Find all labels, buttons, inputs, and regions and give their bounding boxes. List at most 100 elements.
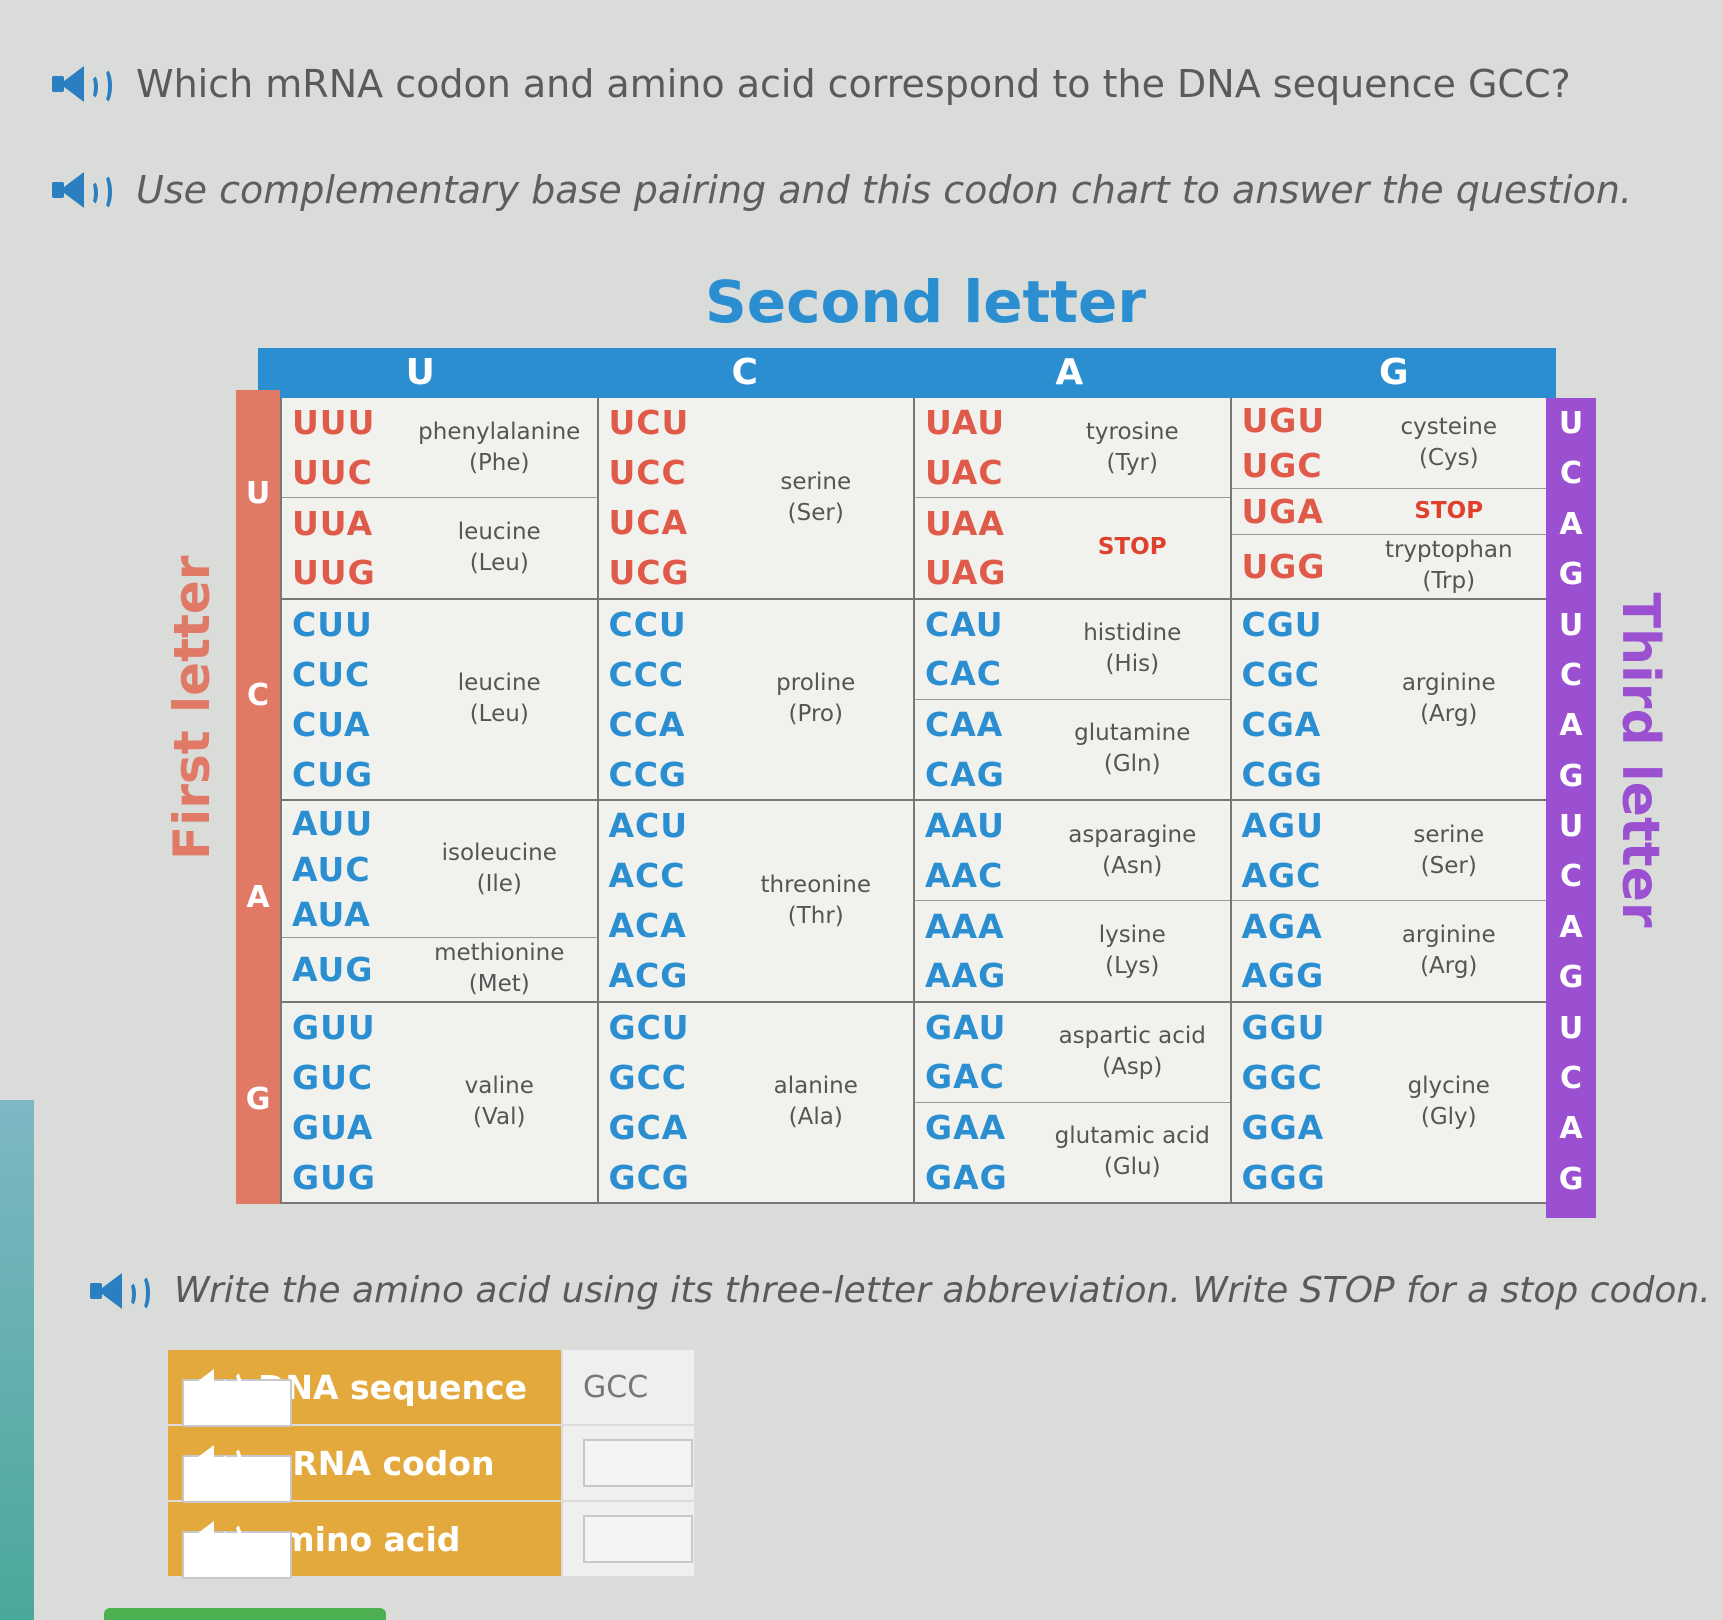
second-letter-A: A bbox=[1055, 352, 1084, 393]
amino-acid-full: arginine bbox=[1401, 670, 1496, 697]
amino-acid-abbr: (Lys) bbox=[1105, 952, 1160, 979]
codon: UGG bbox=[1241, 546, 1326, 586]
codon-group: UGA STOP bbox=[1231, 489, 1546, 536]
amino-acid-abbr: (Leu) bbox=[469, 701, 529, 728]
amino-acid-full: glutamic acid bbox=[1054, 1123, 1210, 1150]
second-letter-U: U bbox=[405, 352, 435, 393]
amino-acid-abbr: (Gln) bbox=[1103, 751, 1161, 778]
amino-acid-abbr: (Glu) bbox=[1103, 1154, 1161, 1181]
codon-group: CAU CAC histidine (His) bbox=[915, 600, 1230, 700]
codon: CAU bbox=[925, 604, 1004, 644]
amino-acid-name: valine (Val) bbox=[402, 1003, 597, 1203]
codon: ACC bbox=[608, 856, 686, 896]
amino-acid-abbr: (Tyr) bbox=[1106, 449, 1158, 476]
dna-row: DNA sequence GCC bbox=[166, 1348, 696, 1427]
codon-block: GUU GUC GUA GUG valine (Val) bbox=[282, 1002, 599, 1204]
third-letter: G bbox=[1558, 758, 1584, 794]
speaker-icon[interactable] bbox=[182, 1443, 292, 1503]
amino-acid-name: glycine (Gly) bbox=[1352, 1003, 1547, 1203]
amino-acid-name: alanine (Ala) bbox=[719, 1003, 914, 1203]
amino-acid-full: isoleucine bbox=[441, 840, 557, 867]
codon-chart: UUU UUC phenylalanine (Phe) UUA UUG leucine (Le… bbox=[280, 398, 1548, 1204]
codon: UCU bbox=[608, 403, 690, 443]
amino-acid-abbr: (Arg) bbox=[1420, 952, 1478, 979]
codon: UAU bbox=[925, 403, 1006, 443]
third-letter: G bbox=[1558, 557, 1584, 593]
codon-block: CUU CUC CUA CUG leucine (Leu) bbox=[282, 599, 599, 801]
speaker-icon[interactable] bbox=[52, 64, 114, 105]
left-edge-strip bbox=[0, 1100, 34, 1620]
second-letter-title: Second letter bbox=[705, 268, 1146, 336]
codon: CUU bbox=[292, 604, 373, 644]
amino-acid-abbr: (Val) bbox=[473, 1104, 526, 1131]
codon-group: CGU CGC CGA CGG arginine (Arg) bbox=[1232, 600, 1547, 800]
codon-block: CAU CAC histidine (His) CAA CAG glutamine (Gln) bbox=[915, 599, 1232, 801]
codon: UUU bbox=[292, 403, 376, 443]
mrna-row: mRNA codon bbox=[166, 1424, 696, 1503]
answer-instruction-text: Write the amino acid using its three-let… bbox=[174, 1270, 1711, 1311]
amino-acid-input[interactable] bbox=[583, 1515, 693, 1563]
codon: CGG bbox=[1241, 754, 1323, 794]
second-letter-C: C bbox=[731, 352, 758, 393]
amino-acid-full: STOP bbox=[1097, 534, 1167, 561]
amino-acid-full: cysteine bbox=[1400, 414, 1498, 441]
codon-group: UGG tryptophan (Trp) bbox=[1232, 535, 1547, 597]
amino-acid-full: valine bbox=[464, 1073, 534, 1100]
codon-block: CGU CGC CGA CGG arginine (Arg) bbox=[1231, 599, 1548, 801]
amino-acid-full: glycine bbox=[1407, 1073, 1490, 1100]
mrna-codon-input[interactable] bbox=[583, 1439, 693, 1487]
amino-acid-full: glutamine bbox=[1074, 720, 1191, 747]
codon: CAA bbox=[925, 705, 1004, 745]
codon: ACU bbox=[608, 806, 689, 846]
amino-acid-abbr: (His) bbox=[1105, 651, 1160, 678]
codon: UUA bbox=[292, 503, 374, 543]
submit-button-edge[interactable] bbox=[104, 1608, 386, 1620]
amino-acid-abbr: (Gly) bbox=[1420, 1104, 1477, 1131]
amino-acid-full: serine bbox=[780, 468, 852, 495]
codon: UGU bbox=[1241, 401, 1326, 441]
codon-block: UCU UCC UCA UCG serine (Ser) bbox=[598, 398, 915, 600]
mrna-codon-label: mRNA codon bbox=[258, 1443, 495, 1483]
dna-sequence-label: DNA sequence bbox=[258, 1367, 527, 1407]
third-letter: A bbox=[1559, 909, 1583, 945]
first-letter-title: First letter bbox=[163, 555, 221, 860]
amino-acid-full: aspartic acid bbox=[1058, 1023, 1206, 1050]
amino-acid-abbr: (Ala) bbox=[788, 1104, 843, 1131]
codon-block: GCU GCC GCA GCG alanine (Ala) bbox=[598, 1002, 915, 1204]
amino-acid-name: arginine (Arg) bbox=[1352, 600, 1547, 800]
codon-group: AUG methionine (Met) bbox=[282, 938, 597, 1000]
second-letter-G: G bbox=[1378, 352, 1409, 393]
codon-group: GAU GAC aspartic acid (Asp) bbox=[915, 1003, 1230, 1103]
codon: GUG bbox=[292, 1157, 376, 1197]
speaker-icon[interactable] bbox=[52, 170, 114, 211]
amino-acid-name: glutamine (Gln) bbox=[1035, 700, 1230, 799]
amino-acid-abbr: (Arg) bbox=[1420, 701, 1478, 728]
codon: GAU bbox=[925, 1007, 1007, 1047]
amino-acid-name: glutamic acid (Glu) bbox=[1035, 1103, 1230, 1202]
codon: GCC bbox=[608, 1057, 688, 1097]
codon: GGA bbox=[1241, 1107, 1325, 1147]
amino-acid-full: methionine bbox=[434, 940, 565, 967]
amino-acid-full: tryptophan bbox=[1384, 537, 1513, 564]
codon-group: UCU UCC UCA UCG serine (Ser) bbox=[599, 398, 914, 598]
answer-instruction: Write the amino acid using its three-let… bbox=[90, 1270, 1711, 1312]
amino-acid-name: histidine (His) bbox=[1035, 600, 1230, 699]
speaker-icon[interactable] bbox=[182, 1367, 292, 1427]
second-letter-header: U C A G bbox=[258, 348, 1556, 398]
codon: AAA bbox=[925, 906, 1005, 946]
codon: CGU bbox=[1241, 604, 1323, 644]
amino-acid-name: tryptophan (Trp) bbox=[1352, 535, 1547, 597]
third-letter: A bbox=[1559, 506, 1583, 542]
dna-sequence-value: GCC bbox=[561, 1348, 696, 1426]
codon: AGU bbox=[1241, 806, 1324, 846]
codon: GAA bbox=[925, 1108, 1007, 1148]
amino-acid-name: serine (Ser) bbox=[1352, 801, 1547, 900]
codon-group: CUU CUC CUA CUG leucine (Leu) bbox=[282, 600, 597, 800]
speaker-icon[interactable] bbox=[182, 1519, 292, 1579]
amino-acid-abbr: (Thr) bbox=[787, 902, 844, 929]
speaker-icon[interactable] bbox=[90, 1271, 152, 1312]
codon: AUG bbox=[292, 949, 374, 989]
codon-block: AAU AAC asparagine (Asn) AAA AAG lysine (Lys) bbox=[915, 801, 1232, 1003]
amino-acid-full: STOP bbox=[1414, 498, 1484, 525]
codon: CUG bbox=[292, 754, 374, 794]
